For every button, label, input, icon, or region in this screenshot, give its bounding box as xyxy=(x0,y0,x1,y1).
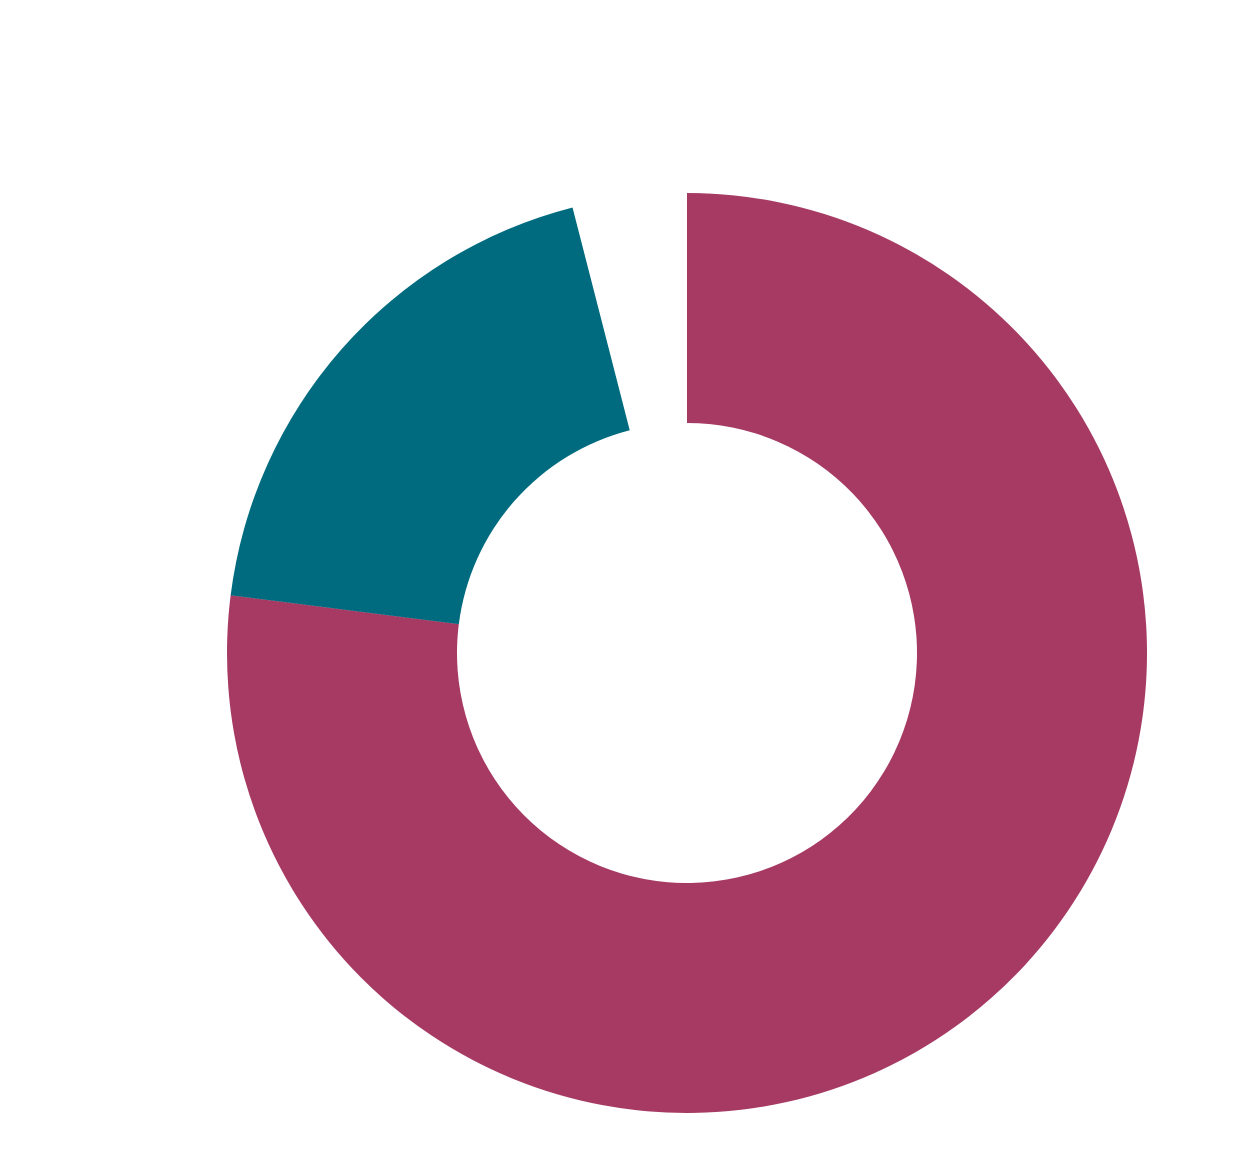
donut-slice xyxy=(572,193,687,431)
donut-slice xyxy=(230,207,630,625)
donut-slice xyxy=(227,193,1147,1113)
